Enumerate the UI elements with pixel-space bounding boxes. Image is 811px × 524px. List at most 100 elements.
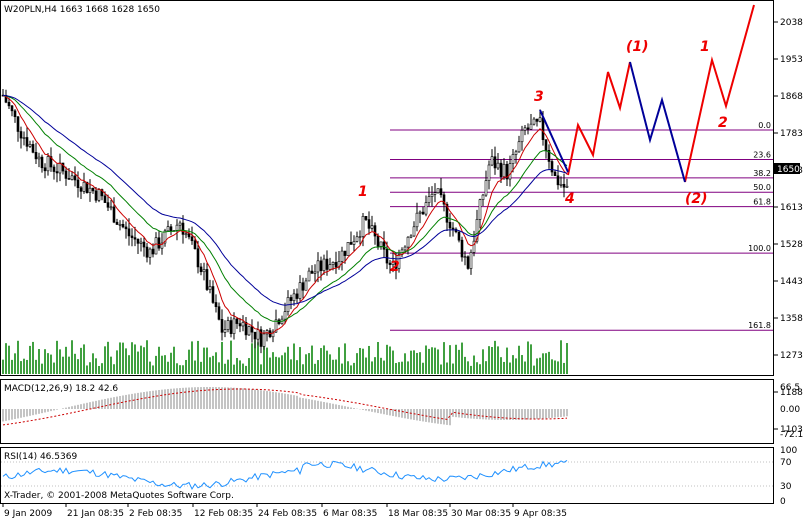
- candle-body: [532, 118, 536, 125]
- candle-body: [181, 222, 185, 235]
- candle-body: [472, 240, 476, 253]
- candle-body: [100, 189, 104, 197]
- rsi-tick-label: 70: [780, 458, 792, 468]
- candle-body: [496, 162, 500, 169]
- candle-body: [34, 152, 38, 160]
- candle-body: [469, 252, 473, 269]
- wave-red-projection-2: [684, 4, 755, 183]
- candle-body: [325, 258, 329, 270]
- candle-body: [157, 237, 161, 249]
- candle-body: [364, 216, 368, 220]
- candle-body: [481, 194, 485, 200]
- current-price-label: 1650: [777, 165, 800, 175]
- candle-body: [112, 206, 116, 223]
- price-tick-label: 1188: [780, 388, 803, 398]
- candle-body: [118, 223, 122, 226]
- candle-body: [382, 241, 386, 250]
- candle-body: [430, 193, 434, 197]
- candle-body: [97, 189, 101, 201]
- candle-body: [25, 137, 29, 147]
- candle-body: [445, 203, 449, 223]
- candle-body: [478, 199, 482, 220]
- candle-body: [331, 262, 335, 265]
- candle-body: [418, 211, 422, 214]
- candle-body: [490, 156, 494, 166]
- candle-body: [82, 181, 86, 192]
- fib-levels: 0.0 23.6 38.2 50.0 61.8 100.0 161.8: [390, 121, 773, 331]
- candle-body: [304, 280, 308, 291]
- volume-bars: [2, 340, 568, 374]
- candle-body: [358, 236, 362, 238]
- candle-body: [298, 282, 302, 299]
- candle-body: [163, 230, 167, 244]
- time-tick-label: 30 Mar 08:35: [451, 509, 511, 519]
- current-price-box: [774, 163, 800, 174]
- candle-body: [31, 144, 35, 153]
- candle-body: [409, 235, 413, 238]
- candle-body: [550, 161, 554, 173]
- candle-body: [523, 127, 527, 131]
- candle-body: [355, 236, 359, 242]
- candle-body: [391, 260, 395, 265]
- candle-body: [40, 156, 44, 169]
- price-tick-label: 1613: [780, 203, 803, 213]
- macd-tick-label: 66.5: [780, 383, 800, 393]
- candle-body: [52, 166, 56, 172]
- rsi-tick-label: 0: [780, 497, 786, 507]
- macd-tick-label: -72.1: [780, 430, 803, 440]
- candle-body: [559, 183, 563, 186]
- candle-body: [205, 269, 209, 290]
- candle-body: [16, 116, 20, 132]
- candle-body: [238, 323, 242, 327]
- candle-body: [28, 144, 32, 147]
- wave-labels: 1 2 3 4 (1) (2) 1 2: [358, 39, 728, 275]
- price-tick-label: 1953: [780, 55, 803, 65]
- candle-body: [457, 231, 461, 241]
- candle-body: [388, 262, 392, 265]
- candle-body: [460, 239, 464, 258]
- price-tick-label: 1868: [780, 92, 803, 102]
- candle-body: [319, 260, 323, 271]
- wave-label: 4: [564, 191, 575, 207]
- candle-body: [46, 156, 50, 172]
- candle-body: [139, 241, 143, 244]
- candle-body: [253, 331, 257, 340]
- candle-body: [37, 156, 41, 160]
- price-tick-label: 1273: [780, 351, 803, 361]
- wave-label: 1: [358, 184, 368, 200]
- time-axis: 9 Jan 2009 21 Jan 08:35 2 Feb 08:35 12 Feb …: [2, 503, 567, 519]
- candle-body: [133, 237, 137, 240]
- candle-body: [553, 171, 557, 177]
- candle-body: [346, 242, 350, 256]
- candles: [1, 89, 569, 354]
- candle-body: [463, 256, 467, 258]
- candle-body: [544, 139, 548, 151]
- candle-body: [283, 311, 287, 320]
- candle-body: [127, 228, 131, 237]
- candle-body: [394, 260, 398, 269]
- candle-body: [535, 118, 539, 122]
- fib-label: 0.0: [758, 121, 771, 130]
- candle-body: [310, 270, 314, 274]
- time-tick-label: 9 Apr 08:35: [514, 509, 567, 519]
- candle-body: [538, 117, 542, 122]
- candle-body: [526, 127, 530, 130]
- wave-label: 2: [390, 259, 400, 275]
- fib-label: 38.2: [753, 169, 771, 178]
- candle-body: [79, 187, 83, 192]
- candle-body: [121, 223, 125, 228]
- candle-body: [250, 326, 254, 333]
- price-tick-label: 1783: [780, 129, 803, 139]
- candle-body: [43, 167, 47, 172]
- candle-body: [340, 250, 344, 262]
- fib-label: 23.6: [753, 151, 771, 160]
- candle-body: [349, 242, 353, 245]
- candle-body: [547, 150, 551, 162]
- candle-body: [517, 141, 521, 153]
- candle-body: [208, 286, 212, 290]
- candle-body: [295, 293, 299, 299]
- candle-body: [244, 322, 248, 336]
- candle-body: [328, 264, 332, 270]
- candle-body: [406, 236, 410, 248]
- fib-label: 50.0: [753, 183, 771, 192]
